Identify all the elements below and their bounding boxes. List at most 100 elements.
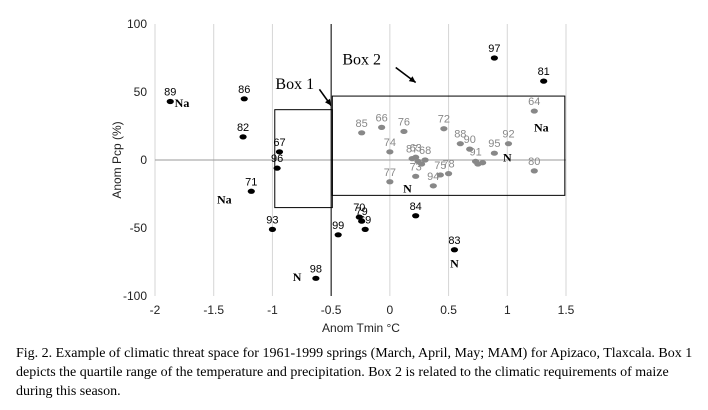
data-point: [466, 146, 474, 152]
data-point: [247, 188, 255, 194]
data-point: [358, 218, 366, 224]
data-point: [166, 98, 174, 105]
data-point: [239, 134, 247, 140]
point-label: 89: [164, 87, 176, 99]
box-labels: Box 1 Box 2: [275, 51, 417, 107]
point-label: 98: [310, 263, 322, 275]
x-tick-label: -1: [267, 303, 278, 317]
data-point: [440, 126, 448, 132]
point-label: 80: [528, 156, 540, 168]
arrow-head: [324, 98, 332, 106]
data-point: [490, 150, 498, 156]
box-label: Box 2: [342, 51, 381, 68]
point-label: 64: [528, 96, 540, 108]
point-label: 77: [384, 167, 396, 179]
data-point: [436, 172, 444, 178]
point-label: 68: [419, 145, 431, 157]
data-point: [312, 275, 320, 281]
data-point: [479, 160, 487, 166]
annotation-label: Na: [217, 192, 232, 206]
point-label: 84: [410, 201, 422, 213]
data-point: [504, 141, 513, 147]
x-tick-label: -0.5: [321, 303, 342, 317]
annotation-label: N: [450, 256, 459, 270]
data-point: [412, 154, 420, 160]
point-label: 99: [332, 220, 344, 232]
x-tick-label: 1: [504, 303, 511, 317]
box-label: Box 1: [275, 76, 314, 93]
x-tick-label: 0: [387, 303, 394, 317]
y-axis-title: Anom Pcp (%): [110, 121, 124, 198]
data-point: [275, 149, 284, 155]
point-label: 78: [442, 159, 454, 171]
data-point: [400, 128, 408, 135]
data-point: [412, 173, 420, 179]
point-label: 91: [469, 146, 481, 158]
point-label: 88: [454, 129, 466, 141]
point-label: 94: [427, 171, 439, 183]
data-point: [540, 78, 548, 84]
y-tick-label: 100: [127, 17, 147, 31]
y-tick-label: -50: [130, 221, 148, 235]
figure-caption: Fig. 2. Example of climatic threat space…: [16, 346, 693, 399]
point-label: 70: [353, 202, 365, 214]
annotation-label: Na: [175, 96, 190, 110]
box-rect: [331, 95, 566, 196]
data-point: [490, 55, 498, 61]
data-point: [386, 179, 394, 185]
x-axis-title: Anom Tmin °C: [322, 321, 400, 335]
point-label: 66: [376, 112, 388, 124]
point-label: 96: [271, 153, 283, 165]
y-tick-label: -100: [123, 289, 147, 303]
point-label: 79: [356, 206, 368, 218]
annotation-label: Na: [534, 120, 549, 134]
annotation-label: N: [403, 182, 412, 196]
point-label: 71: [245, 176, 257, 188]
x-tick-label: 0.5: [440, 303, 457, 317]
data-point: [429, 183, 437, 189]
x-tick-label: 1.5: [558, 303, 575, 317]
point-label: 75: [434, 160, 446, 172]
point-label: 67: [273, 137, 285, 149]
point-label: 83: [448, 235, 460, 247]
point-label: 93: [266, 214, 278, 226]
data-point: [355, 214, 363, 220]
data-point: [530, 168, 538, 174]
data-point: [378, 124, 386, 130]
x-tick-label: -1.5: [203, 303, 224, 317]
data-point: [421, 157, 429, 163]
y-tick-label: 50: [134, 85, 148, 99]
annotation-label: N: [503, 150, 512, 164]
point-label: 85: [356, 118, 368, 130]
point-label: 69: [359, 214, 371, 226]
data-point: [530, 108, 538, 114]
data-point: [450, 247, 459, 253]
point-label: 90: [464, 134, 476, 146]
point-label: 97: [488, 43, 500, 55]
point-label: 81: [538, 66, 550, 78]
data-point: [386, 149, 394, 155]
arrow-head: [408, 76, 416, 83]
point-label: 72: [438, 114, 450, 126]
x-tick-labels: -2 -1.5 -1 -0.5 0 0.5 1 1.5: [150, 303, 575, 317]
y-tick-labels: -100 -50 0 50 100: [123, 17, 147, 303]
point-label: 82: [237, 122, 249, 134]
point-label: 92: [502, 129, 514, 141]
y-tick-label: 0: [140, 153, 147, 167]
data-point: [273, 165, 281, 171]
data-point: [240, 96, 248, 102]
point-label: 95: [488, 138, 500, 150]
point-label: 87: [406, 144, 418, 156]
data-point: [417, 161, 426, 167]
annotation-label: N: [293, 270, 302, 284]
data-point: [358, 130, 366, 136]
data-point: [334, 232, 342, 238]
point-label: 76: [398, 116, 410, 128]
point-label: 63: [410, 142, 422, 154]
data-point: [361, 226, 369, 232]
box-rect: [274, 109, 333, 209]
data-point: [456, 141, 464, 147]
data-point: [412, 213, 420, 219]
